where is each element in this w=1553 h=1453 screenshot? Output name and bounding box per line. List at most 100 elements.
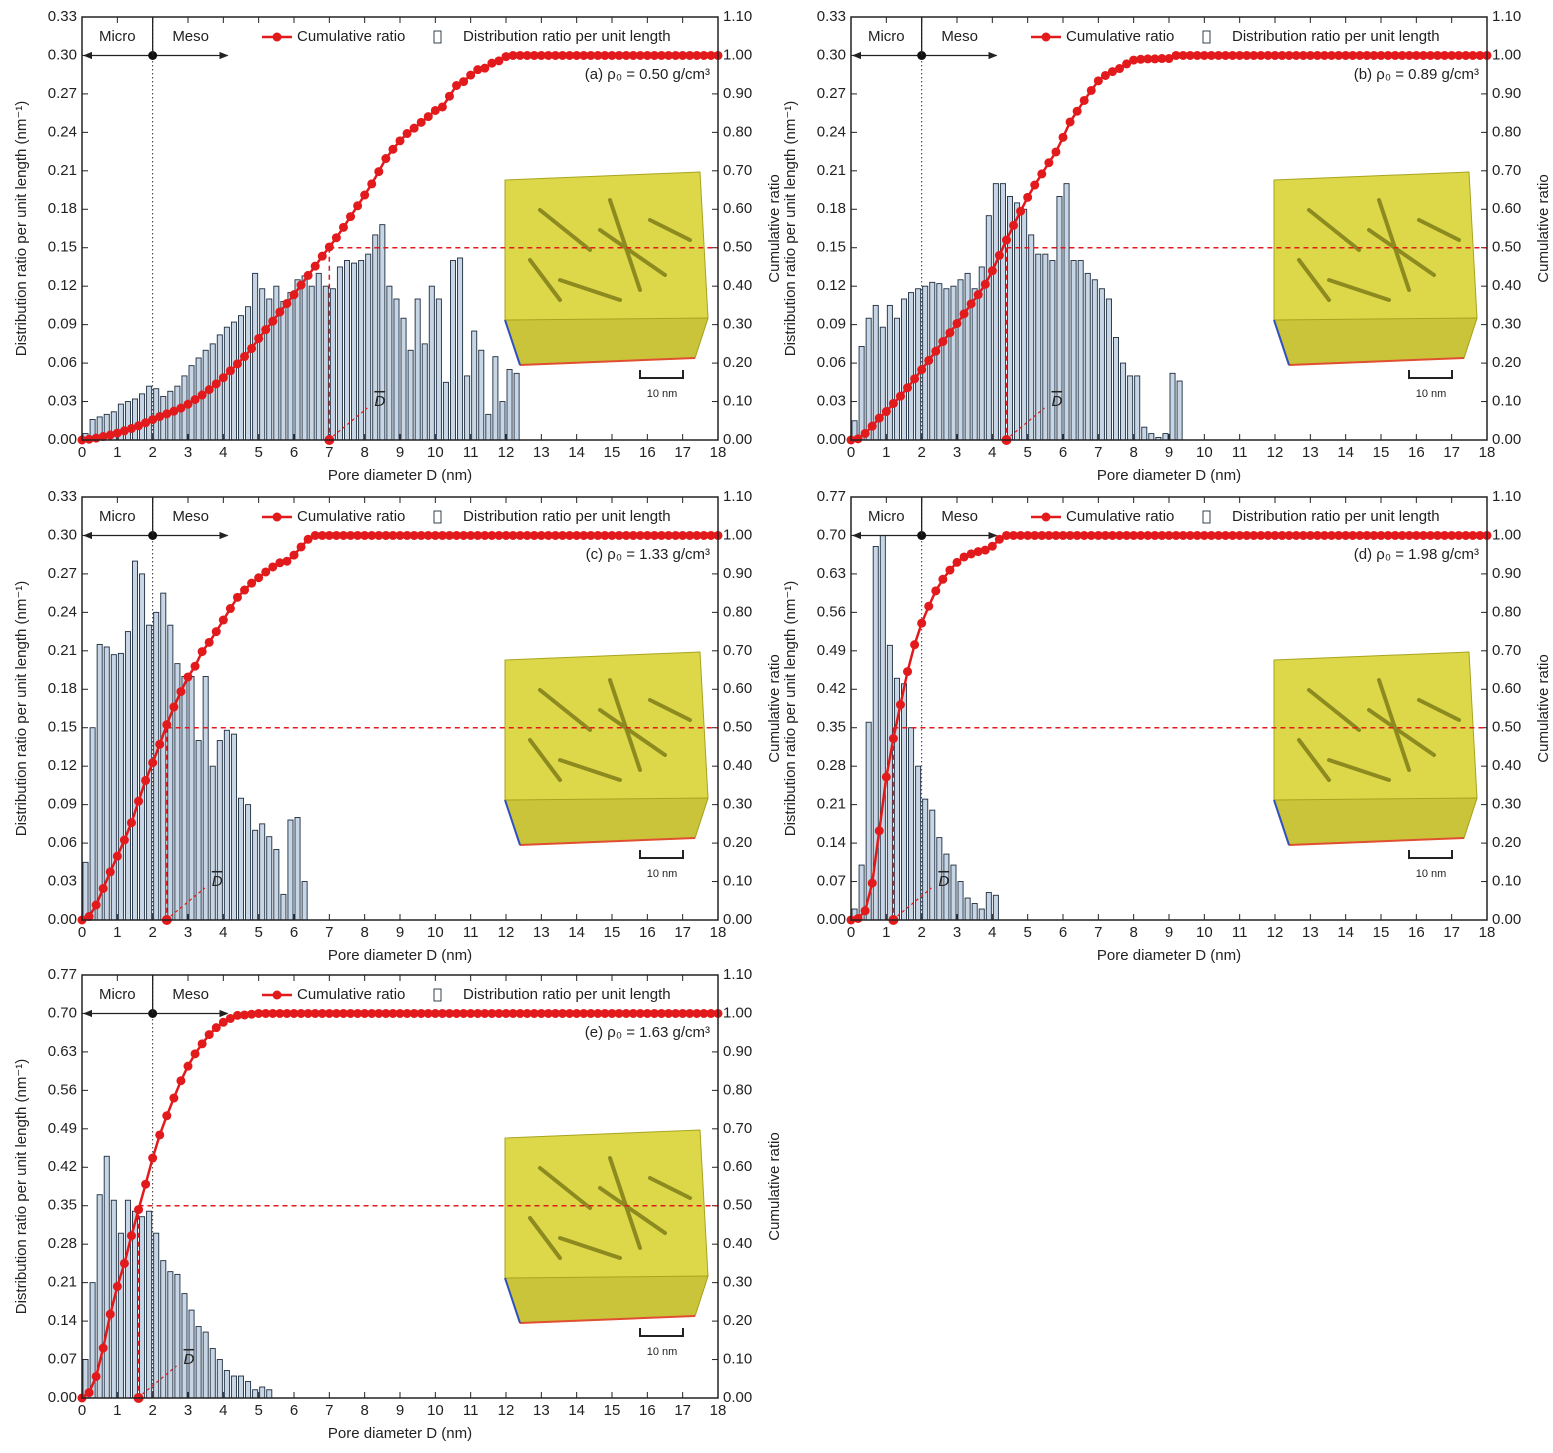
y2-tick-label: 0.20 [723, 354, 752, 371]
y-tick-label: 0.42 [48, 1158, 77, 1175]
x-tick-label: 10 [427, 924, 444, 941]
y2-tick-label: 1.10 [723, 488, 752, 505]
y-tick-label: 0.30 [817, 46, 846, 63]
x-tick-label: 12 [498, 1402, 515, 1419]
cumulative-marker [945, 566, 954, 575]
cumulative-marker [205, 385, 214, 394]
legend-label: Cumulative ratio [1066, 508, 1174, 525]
x-tick-label: 12 [1267, 444, 1284, 461]
y2-tick-label: 0.00 [723, 911, 752, 928]
x-tick-label: 8 [360, 444, 368, 461]
legend-label: Distribution ratio per unit length [1232, 28, 1440, 45]
x-tick-label: 11 [463, 1402, 479, 1419]
x-tick-label: 2 [917, 444, 925, 461]
y2-tick-label: 0.50 [723, 1197, 752, 1214]
y-axis-label: Distribution ratio per unit length (nm⁻¹… [782, 581, 799, 837]
bar [97, 644, 102, 920]
bar [450, 261, 455, 440]
cumulative-marker [1087, 86, 1096, 95]
panel-label: (b) ρ₀ = 0.89 g/cm³ [1354, 66, 1479, 83]
y2-tick-label: 0.40 [1492, 757, 1521, 774]
bar [479, 350, 484, 440]
y2-tick-label: 0.80 [723, 1081, 752, 1098]
cumulative-marker [910, 640, 919, 649]
cumulative-marker [995, 251, 1004, 260]
x-tick-label: 6 [290, 1402, 298, 1419]
bar [302, 276, 307, 440]
y-tick-label: 0.49 [48, 1120, 77, 1137]
cumulative-marker [85, 1388, 94, 1397]
y2-tick-label: 1.10 [1492, 488, 1521, 505]
y-tick-label: 0.18 [48, 680, 77, 697]
x-tick-label: 7 [325, 1402, 333, 1419]
bar [909, 293, 914, 440]
cumulative-marker [325, 242, 334, 251]
bar [443, 382, 448, 440]
y-tick-label: 0.06 [817, 354, 846, 371]
y-tick-label: 0.49 [817, 642, 846, 659]
micro-label: Micro [99, 986, 136, 1003]
meso-label: Meso [941, 508, 978, 525]
legend-swatch [1203, 31, 1210, 43]
bar [1099, 289, 1104, 440]
x-tick-label: 11 [463, 924, 479, 941]
cumulative-marker [240, 586, 249, 595]
bar [972, 289, 977, 440]
bar [958, 280, 963, 440]
bar [1177, 381, 1182, 440]
x-tick-label: 4 [219, 444, 227, 461]
bar [295, 280, 300, 440]
y2-tick-label: 0.20 [723, 834, 752, 851]
cumulative-marker [896, 392, 905, 401]
bar [224, 730, 229, 920]
bar [253, 273, 258, 440]
cumulative-marker [360, 191, 369, 200]
legend-label: Cumulative ratio [297, 28, 405, 45]
cumulative-marker [466, 71, 475, 80]
x-tick-label: 4 [219, 924, 227, 941]
cumulative-marker [148, 1154, 157, 1163]
cumulative-marker [1080, 96, 1089, 105]
cumulative-marker [875, 414, 884, 423]
cumulative-marker [339, 223, 348, 232]
legend-label: Distribution ratio per unit length [463, 986, 671, 1003]
bar [937, 284, 942, 440]
y2-tick-label: 0.40 [723, 1235, 752, 1252]
x-tick-label: 1 [113, 444, 121, 461]
legend-label: Cumulative ratio [297, 986, 405, 1003]
y2-tick-label: 0.40 [723, 757, 752, 774]
bar [1121, 363, 1126, 440]
cumulative-marker [988, 266, 997, 275]
bar [972, 904, 977, 920]
cumulative-marker [889, 734, 898, 743]
y-tick-label: 0.06 [48, 834, 77, 851]
y-tick-label: 0.56 [48, 1081, 77, 1098]
x-tick-label: 17 [674, 1402, 691, 1419]
x-tick-label: 14 [1337, 924, 1354, 941]
x-axis-label: Pore diameter D (nm) [1097, 947, 1241, 964]
micro-label: Micro [868, 28, 905, 45]
bar [436, 299, 441, 440]
y2-tick-label: 1.00 [723, 1004, 752, 1021]
bar [238, 1376, 243, 1398]
y2-tick-label: 0.40 [1492, 277, 1521, 294]
bar [1000, 184, 1005, 440]
cumulative-marker [184, 672, 193, 681]
x-axis-label: Pore diameter D (nm) [328, 947, 472, 964]
x-tick-label: 7 [325, 924, 333, 941]
cumulative-marker [917, 365, 926, 374]
bar [330, 289, 335, 440]
bar [281, 894, 286, 920]
bar [458, 258, 463, 440]
x-tick-label: 8 [360, 1402, 368, 1419]
bar [916, 289, 921, 440]
x-tick-label: 9 [396, 444, 404, 461]
legend-label: Distribution ratio per unit length [463, 28, 671, 45]
cumulative-marker [938, 337, 947, 346]
scale-bar-label: 10 nm [1416, 868, 1447, 880]
cumulative-marker [297, 542, 306, 551]
structure-inset [1274, 652, 1477, 845]
cumulative-marker [424, 112, 433, 121]
cumulative-marker [198, 1039, 207, 1048]
legend-swatch [434, 989, 441, 1001]
